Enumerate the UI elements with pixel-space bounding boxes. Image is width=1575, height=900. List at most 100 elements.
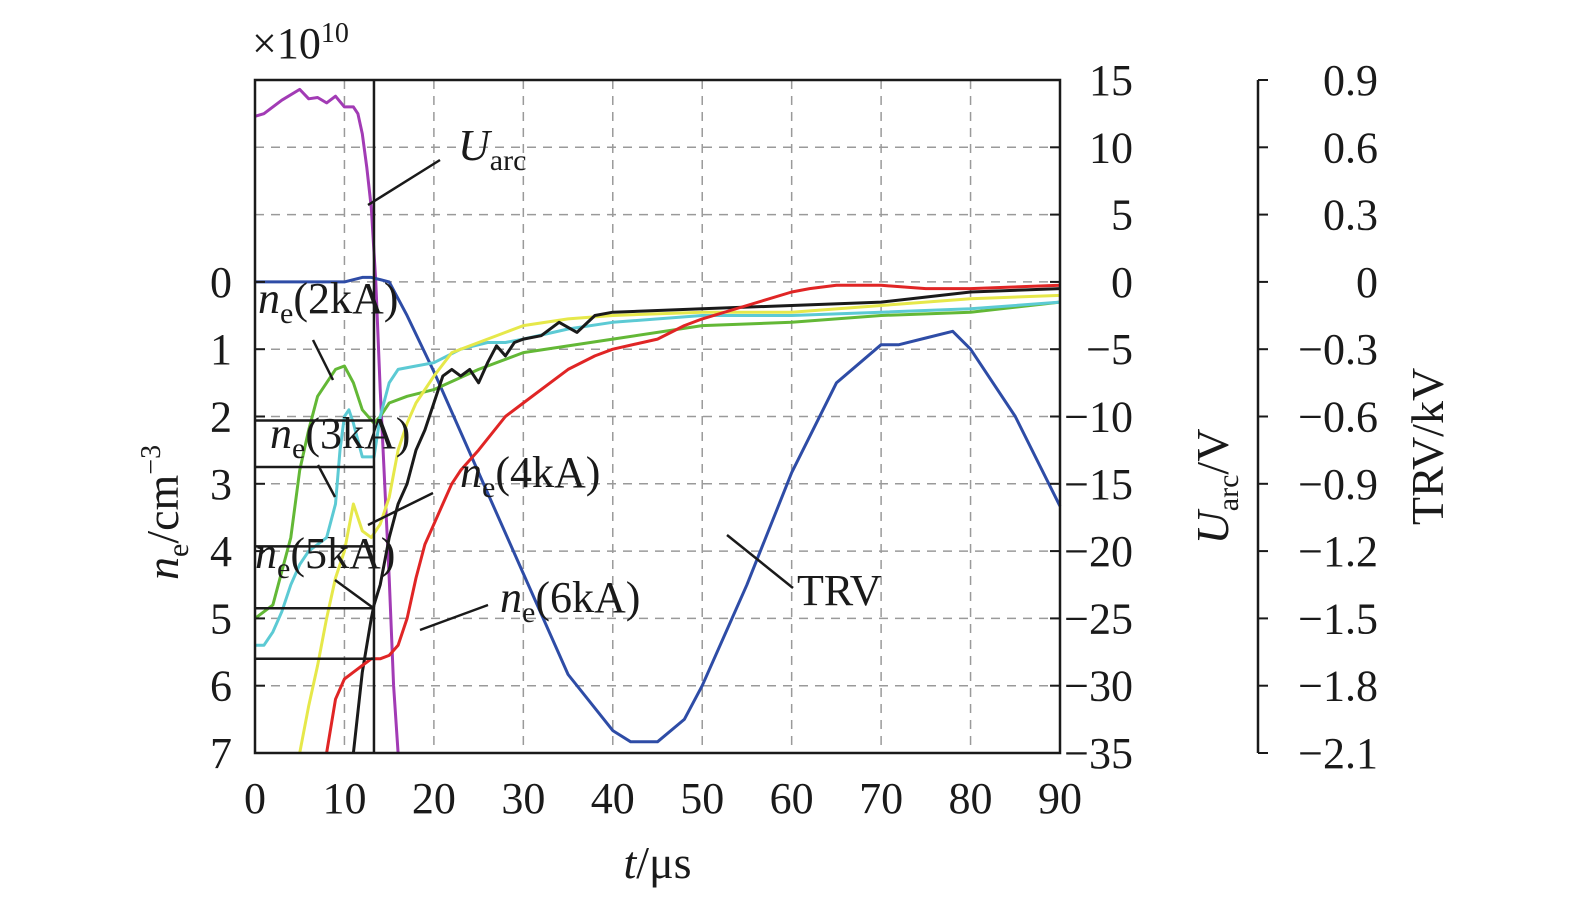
x-axis-label: t/μs — [623, 837, 691, 888]
left-tick-label: 5 — [210, 594, 232, 643]
series-ne-6ka- — [325, 283, 1061, 754]
annotation-leader-ne6 — [419, 603, 489, 632]
left-axis-multiplier: ×1010 — [252, 18, 349, 68]
right2-tick-label: 0.6 — [1323, 123, 1378, 172]
left-axis-label: ne/cm−3 — [136, 445, 195, 580]
annotation-ne6-text: (6kA) — [535, 573, 640, 622]
x-tick-label: 40 — [591, 774, 635, 823]
series-ne-3ka- — [255, 300, 1061, 647]
axes-layer: 0 10 20 30 40 50 60 70 80 90t/μs01234567×1010ne/c… — [136, 18, 1453, 888]
annotation-ne4: ne(4kA) — [460, 448, 600, 504]
annotation-ne3-var: n — [270, 409, 292, 458]
right1-axis-label-text: /V — [1187, 429, 1238, 475]
x-tick-label: 70 — [859, 774, 903, 823]
annotation-ne2-sub: e — [280, 297, 293, 330]
right1-axis-label-group: Uarc/V — [1187, 429, 1245, 545]
left-tick-label: 6 — [210, 662, 232, 711]
right2-tick-label: −1.5 — [1298, 594, 1378, 643]
annotation-uarc-sub: arc — [490, 144, 527, 177]
left-tick-label: 4 — [210, 527, 232, 576]
annotation-ne5-text: (5kA) — [290, 529, 395, 578]
annotation-ne3: ne(3kA) — [270, 409, 410, 465]
annotation-ne2: ne(2kA) — [258, 274, 398, 330]
right1-axis-label: Uarc/V — [1187, 429, 1245, 545]
right1-tick-label: 0 — [1111, 258, 1133, 307]
right1-tick-label: −30 — [1064, 662, 1133, 711]
multiplier-exp: 10 — [321, 18, 349, 49]
left-axis-label-text: /cm — [137, 474, 188, 543]
x-tick-label: 50 — [680, 774, 724, 823]
annotation-ne6-var: n — [500, 573, 522, 622]
series-ne-4ka- — [298, 293, 1061, 754]
annotation-ne5-var: n — [255, 529, 277, 578]
series-layer — [254, 80, 1062, 754]
annotation-ne3-text: (3kA) — [305, 409, 410, 458]
right1-tick-label: −5 — [1086, 325, 1133, 374]
series-u-arc — [254, 87, 400, 754]
right1-tick-label: 10 — [1089, 123, 1133, 172]
left-tick-label: 7 — [210, 729, 232, 778]
left-tick-label: 3 — [210, 460, 232, 509]
left-axis-label-var: n — [137, 557, 188, 580]
left-tick-label: 0 — [210, 258, 232, 307]
annotation-uarc: Uarc — [458, 121, 526, 177]
annotation-leader-uarc — [367, 158, 441, 207]
right2-tick-label: −2.1 — [1298, 729, 1378, 778]
right2-tick-label: 0 — [1356, 258, 1378, 307]
annotation-ne4-var: n — [460, 448, 482, 497]
right2-tick-label: −0.9 — [1298, 460, 1378, 509]
x-axis-label-var: t — [623, 837, 637, 888]
right2-tick-label: 0.9 — [1323, 56, 1378, 105]
annotation-trv: TRV — [797, 566, 882, 615]
right1-tick-label: −15 — [1064, 460, 1133, 509]
annotation-ne6-sub: e — [522, 596, 535, 629]
annotation-ne5-sub: e — [277, 552, 290, 585]
annotation-ne5: ne(5kA) — [255, 529, 395, 585]
right2-tick-label: −0.3 — [1298, 325, 1378, 374]
annotation-ne6: ne(6kA) — [500, 573, 640, 629]
annotation-ne2-text: (2kA) — [293, 274, 398, 323]
right2-tick-label: −1.2 — [1298, 527, 1378, 576]
right1-tick-label: 15 — [1089, 56, 1133, 105]
annotation-ne3-sub: e — [292, 432, 305, 465]
x-axis-label-text: /μs — [636, 837, 691, 888]
multiplier-base: ×10 — [252, 19, 321, 68]
left-tick-label: 1 — [210, 325, 232, 374]
x-tick-label: 20 — [412, 774, 456, 823]
x-tick-label: 0 — [244, 774, 266, 823]
annotation-trv-text: TRV — [797, 566, 882, 615]
annotation-ne4-text: (4kA) — [495, 448, 600, 497]
annotation-leader-trv — [726, 534, 794, 589]
annotation-leader-ne2 — [311, 339, 335, 381]
right2-tick-label: −1.8 — [1298, 662, 1378, 711]
annotation-leader-ne3 — [316, 464, 337, 498]
left-axis-label-sup: −3 — [136, 445, 167, 475]
right1-tick-label: −20 — [1064, 527, 1133, 576]
x-tick-label: 90 — [1038, 774, 1082, 823]
annotation-ne4-sub: e — [482, 471, 495, 504]
right2-tick-label: 0.3 — [1323, 191, 1378, 240]
series-ne-2ka- — [254, 300, 1061, 620]
series-ne-5ka- — [351, 287, 1061, 754]
left-axis-label-sub: e — [162, 544, 195, 557]
right2-axis-label: TRV/kV — [1402, 368, 1453, 525]
grid-lines — [255, 80, 1060, 753]
right1-axis-label-var: U — [1187, 508, 1238, 544]
right2-axis-label-group: TRV/kV — [1402, 368, 1453, 525]
right1-tick-label: −10 — [1064, 393, 1133, 442]
right2-tick-label: −0.6 — [1298, 393, 1378, 442]
annotation-leader-ne4 — [367, 491, 434, 527]
right1-tick-label: 5 — [1111, 191, 1133, 240]
annotation-uarc-var: U — [458, 121, 493, 170]
x-tick-label: 80 — [949, 774, 993, 823]
x-tick-label: 10 — [322, 774, 366, 823]
series-trv — [255, 275, 1062, 744]
left-axis-label-group: ne/cm−3 — [136, 445, 195, 580]
x-tick-label: 30 — [501, 774, 545, 823]
x-tick-label: 60 — [770, 774, 814, 823]
left-tick-label: 2 — [210, 393, 232, 442]
right1-tick-label: −25 — [1064, 594, 1133, 643]
right1-tick-label: −35 — [1064, 729, 1133, 778]
